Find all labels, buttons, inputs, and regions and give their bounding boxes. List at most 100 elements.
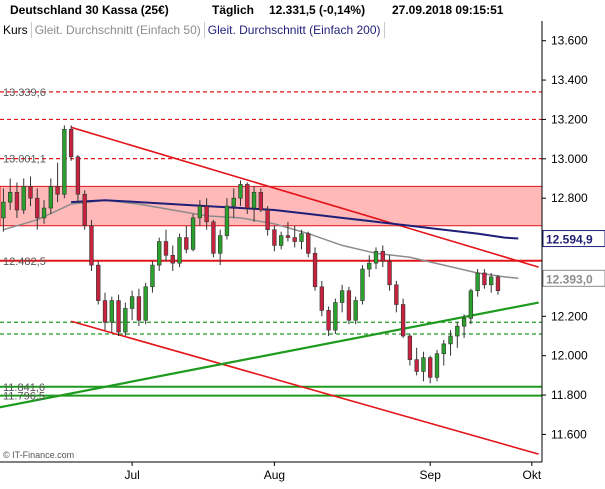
- candle-down: [116, 300, 121, 333]
- y-tick-label: 13.000: [551, 152, 588, 166]
- candle-down: [68, 128, 74, 158]
- candle-down: [265, 209, 270, 230]
- last-quote: 12.331,5 (-0,14%): [269, 3, 366, 17]
- x-tick-label: Sep: [420, 468, 442, 482]
- y-tick-label: 13.600: [551, 34, 588, 48]
- candle-up: [129, 296, 135, 309]
- candle-down: [285, 235, 291, 238]
- candle-down: [482, 272, 487, 286]
- candle-up: [231, 197, 236, 207]
- y-tick-label: 12.000: [551, 349, 588, 363]
- candle-down: [136, 296, 142, 321]
- candle-up: [475, 272, 480, 292]
- candle-up: [157, 241, 162, 266]
- price-tag-label: 12.393,0: [546, 272, 593, 286]
- level-label: 13.001,1: [3, 154, 46, 166]
- candle-up: [251, 191, 257, 209]
- candle-down: [35, 197, 40, 219]
- candle-up: [177, 237, 182, 264]
- candle-down: [258, 191, 264, 211]
- candle-up: [353, 300, 358, 321]
- candle-down: [170, 254, 175, 264]
- candle-up: [333, 302, 338, 331]
- candle-up: [299, 233, 304, 242]
- quote-timestamp: 27.09.2018 09:15:51: [392, 3, 504, 17]
- candle-down: [163, 241, 169, 256]
- candle-down: [204, 205, 209, 223]
- candle-up: [367, 262, 372, 270]
- candle-down: [400, 304, 406, 337]
- candle-up: [421, 357, 426, 372]
- legend-ma200[interactable]: Gleit. Durchschnitt (Einfach 200): [205, 22, 385, 38]
- candle-up: [489, 276, 494, 286]
- candle-down: [292, 237, 297, 242]
- candle-down: [102, 300, 108, 323]
- candle-down: [245, 184, 250, 209]
- candle-up: [1, 201, 6, 219]
- candle-up: [143, 286, 148, 321]
- candle-up: [7, 191, 13, 203]
- trendline: [0, 301, 539, 409]
- candle-down: [96, 264, 101, 301]
- candle-down: [184, 237, 189, 250]
- candle-up: [41, 207, 47, 219]
- candle-up: [21, 186, 26, 211]
- candle-up: [461, 317, 467, 327]
- candle-up: [339, 290, 345, 303]
- price-tag-box: [542, 230, 605, 248]
- candle-down: [82, 193, 87, 227]
- y-tick-label: 11.800: [551, 388, 587, 402]
- level-label: 13.339,6: [3, 87, 46, 99]
- y-tick-label: 11.600: [551, 427, 587, 441]
- candle-up: [455, 325, 460, 337]
- candle-up: [224, 205, 230, 236]
- level-label: 12.482,5: [3, 256, 46, 268]
- legend-price[interactable]: Kurs: [0, 22, 32, 38]
- candle-up: [468, 290, 474, 319]
- candle-up: [62, 128, 67, 195]
- indicator-legend: Kurs Gleit. Durchschnitt (Einfach 50) Gl…: [0, 21, 385, 39]
- interval-label: Täglich: [212, 3, 255, 17]
- candle-down: [495, 276, 501, 292]
- candle-down: [326, 310, 331, 331]
- y-tick-label: 12.800: [551, 191, 588, 205]
- price-tag-box: [542, 269, 605, 287]
- candle-up: [190, 217, 196, 250]
- x-tick-label: Aug: [264, 468, 285, 482]
- candle-down: [414, 359, 419, 372]
- price-tag-label: 12.594,9: [546, 233, 593, 247]
- candle-up: [218, 235, 223, 254]
- candle-up: [150, 264, 155, 288]
- candle-up: [238, 184, 243, 199]
- candle-down: [428, 357, 433, 378]
- candle-up: [278, 235, 284, 246]
- x-tick-label: Jul: [124, 468, 139, 482]
- candle-down: [407, 335, 413, 360]
- candle-down: [272, 229, 277, 246]
- legend-ma50[interactable]: Gleit. Durchschnitt (Einfach 50): [32, 22, 205, 38]
- candle-up: [123, 308, 128, 333]
- x-tick-label: Okt: [523, 468, 542, 482]
- resistance-zone: [0, 185, 543, 227]
- candle-down: [380, 251, 385, 262]
- y-tick-label: 12.200: [551, 309, 588, 323]
- candle-down: [387, 260, 392, 286]
- candle-down: [55, 186, 60, 195]
- candle-down: [89, 225, 94, 266]
- y-tick-label: 13.400: [551, 73, 588, 87]
- candle-down: [312, 253, 318, 288]
- candle-down: [75, 156, 81, 195]
- candle-up: [441, 343, 446, 355]
- trendline: [70, 320, 539, 455]
- candle-down: [319, 286, 324, 311]
- y-tick-label: 13.200: [551, 112, 588, 126]
- candle-up: [360, 268, 365, 301]
- candle-down: [394, 284, 399, 305]
- candle-down: [14, 191, 20, 211]
- candle-up: [448, 335, 453, 345]
- level-label: 11.841,6: [3, 382, 45, 394]
- watermark: © IT-Finance.com: [3, 450, 74, 460]
- trendline: [70, 126, 539, 268]
- instrument-title: Deutschland 30 Kassa (25€): [10, 3, 169, 17]
